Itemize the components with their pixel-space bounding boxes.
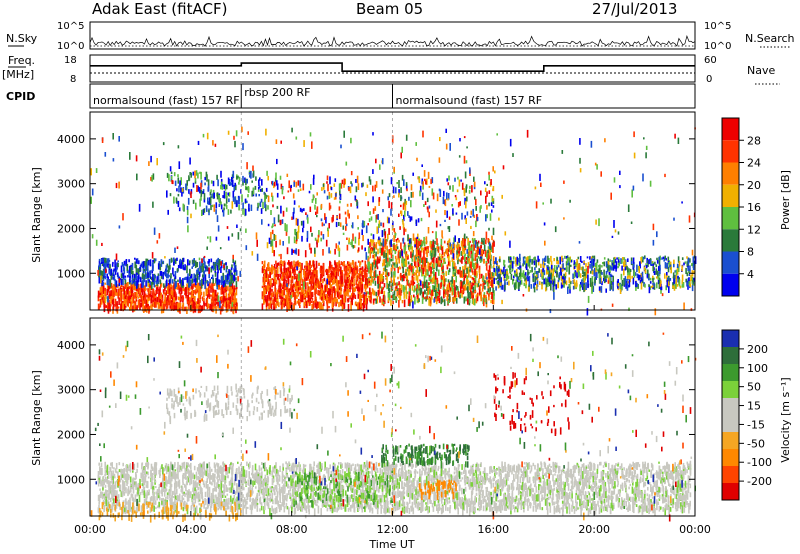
nave-label: Nave	[747, 64, 775, 77]
x-tick-label: 20:00	[578, 523, 610, 536]
y-tick-label: 1000	[57, 473, 85, 486]
colorbar-tick-label: 8	[747, 246, 754, 259]
power-heatmap	[90, 112, 697, 316]
x-tick-label: 16:00	[477, 523, 509, 536]
nave-tick-top: 60	[704, 55, 717, 66]
x-tick-label: 04:00	[175, 523, 207, 536]
beam-title: Beam 05	[356, 0, 423, 18]
y-tick-label: 1000	[57, 267, 85, 280]
velocity-heatmap	[90, 318, 697, 523]
y-tick-label: 2000	[57, 428, 85, 441]
freq-panel: Freq. [MHz] Nave 18 8 60 0	[2, 54, 780, 85]
cpid-label: CPID	[6, 90, 35, 103]
colorbar-tick-label: 16	[747, 201, 761, 214]
colorbar-tick-label: 20	[747, 179, 761, 192]
time-axis-label: Time UT	[368, 538, 414, 551]
noise-line	[89, 34, 696, 47]
noise-trace	[89, 34, 696, 47]
y-tick-label: 4000	[57, 339, 85, 352]
power-ylabel: Slant Range [km]	[30, 167, 43, 263]
noise-tick-right-bottom: 10^0	[704, 41, 731, 52]
colorbar-tick-label: 200	[747, 343, 768, 356]
noise-tick-right-top: 10^5	[704, 21, 731, 32]
power-colorbar-label: Power [dB]	[779, 170, 792, 230]
power-panel: 1000 2000 3000 4000 Slant Range [km]	[30, 111, 697, 316]
colorbar-tick-label: -100	[747, 456, 772, 469]
y-tick-label: 3000	[57, 178, 85, 191]
freq-label-line2: [MHz]	[2, 68, 34, 81]
colorbar-tick-label: 28	[747, 134, 761, 147]
velocity-panel: 1000 2000 3000 4000 Slant Range [km]	[30, 317, 697, 523]
nave-tick-bottom: 0	[706, 74, 712, 85]
y-tick-label: 3000	[57, 384, 85, 397]
x-tick-label: 12:00	[377, 523, 409, 536]
freq-line	[90, 62, 695, 72]
freq-tick-top: 18	[64, 55, 77, 66]
y-tick-label: 4000	[57, 133, 85, 146]
colorbar-tick-label: 24	[747, 157, 761, 170]
y-tick-label: 2000	[57, 222, 85, 235]
colorbar-tick-label: -200	[747, 475, 772, 488]
cpid-panel: CPID normalsound (fast) 157 RF rbsp 200 R…	[6, 83, 696, 109]
colorbar-tick-label: 4	[747, 268, 754, 281]
power-colorbar: 4 8 12 16 20 24 28 Power [dB]	[721, 117, 792, 297]
nsky-label: N.Sky	[6, 32, 38, 45]
x-tick-label: 00:00	[679, 523, 711, 536]
colorbar-tick-label: 50	[747, 381, 761, 394]
noise-tick-left-top: 10^5	[57, 21, 84, 32]
velocity-colorbar: -200 -100 -50 -15 15 50 100 200 Velocity [m s⁻¹…	[721, 329, 792, 501]
velocity-colorbar-label: Velocity [m s⁻¹]	[779, 377, 792, 462]
colorbar-tick-label: -15	[747, 418, 765, 431]
cpid-segment-label: normalsound (fast) 157 RF	[93, 94, 240, 107]
cpid-segment-label: rbsp 200 RF	[244, 86, 310, 99]
nsearch-label: N.Search	[745, 32, 795, 45]
colorbar-tick-label: 15	[747, 400, 761, 413]
noise-tick-left-bottom: 10^0	[57, 41, 84, 52]
freq-tick-bottom: 8	[70, 74, 76, 85]
colorbar-tick-label: -50	[747, 437, 765, 450]
colorbar-tick-label: 100	[747, 362, 768, 375]
station-title: Adak East (fitACF)	[92, 0, 227, 18]
date-title: 27/Jul/2013	[592, 0, 677, 18]
cpid-segment-label: normalsound (fast) 157 RF	[396, 94, 543, 107]
x-tick-label: 08:00	[276, 523, 308, 536]
x-tick-label: 00:00	[74, 523, 106, 536]
freq-label-line1: Freq.	[8, 54, 35, 67]
noise-panel: N.Sky N.Search 10^5 10^0 10^5 10^0	[6, 21, 795, 52]
colorbar-tick-label: 12	[747, 223, 761, 236]
velocity-ylabel: Slant Range [km]	[30, 370, 43, 466]
